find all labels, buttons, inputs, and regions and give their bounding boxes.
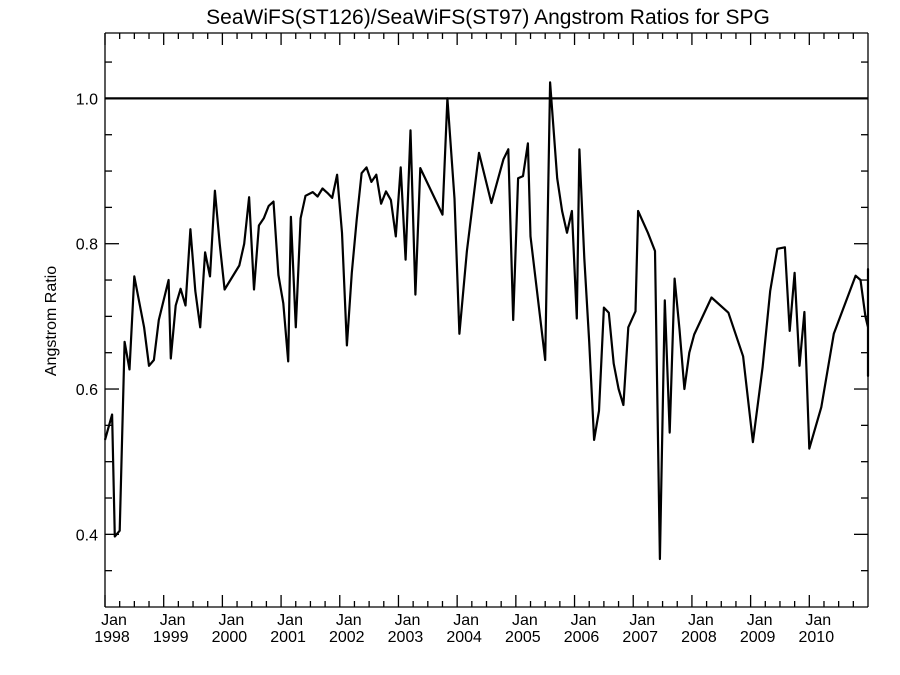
y-tick-label: 0.4 [76, 527, 98, 544]
x-tick-label-month: Jan [571, 612, 597, 629]
x-tick-label-month: Jan [688, 612, 714, 629]
chart-title: SeaWiFS(ST126)/SeaWiFS(ST97) Angstrom Ra… [206, 6, 770, 29]
x-tick-label-month: Jan [277, 612, 303, 629]
x-tick-label-year: 2007 [622, 629, 658, 646]
x-tick-label-year: 2008 [681, 629, 717, 646]
x-tick-label-year: 1998 [94, 629, 130, 646]
x-tick-label-year: 2001 [270, 629, 306, 646]
x-tick-label-year: 2004 [446, 629, 482, 646]
x-tick-label-year: 2002 [329, 629, 365, 646]
x-tick-label-year: 1999 [153, 629, 189, 646]
plot-area [103, 81, 870, 561]
x-tick-label-month: Jan [805, 612, 831, 629]
x-tick-label-month: Jan [218, 612, 244, 629]
x-tick-label-month: Jan [629, 612, 655, 629]
x-tick-label-month: Jan [395, 612, 421, 629]
x-tick-label-year: 2003 [388, 629, 424, 646]
x-tick-label-month: Jan [512, 612, 538, 629]
series-line [103, 81, 870, 561]
y-axis-label: Angstrom Ratio [43, 266, 60, 376]
axes-frame [104, 32, 869, 608]
x-tick-label-month: Jan [160, 612, 186, 629]
axis-tick-labels: 0.40.60.81.0Jan1998Jan1999Jan2000Jan2001… [76, 91, 834, 646]
y-tick-label: 0.6 [76, 382, 98, 399]
x-tick-label-month: Jan [336, 612, 362, 629]
x-tick-label-year: 2010 [799, 629, 835, 646]
x-tick-label-year: 2000 [212, 629, 248, 646]
axis-ticks [104, 33, 868, 607]
x-tick-label-month: Jan [453, 612, 479, 629]
x-tick-label-year: 2009 [740, 629, 776, 646]
x-tick-label-year: 2005 [505, 629, 541, 646]
x-tick-label-month: Jan [747, 612, 773, 629]
y-tick-label: 1.0 [76, 91, 98, 108]
y-tick-label: 0.8 [76, 237, 98, 254]
x-tick-label-month: Jan [101, 612, 127, 629]
x-tick-label-year: 2006 [564, 629, 600, 646]
